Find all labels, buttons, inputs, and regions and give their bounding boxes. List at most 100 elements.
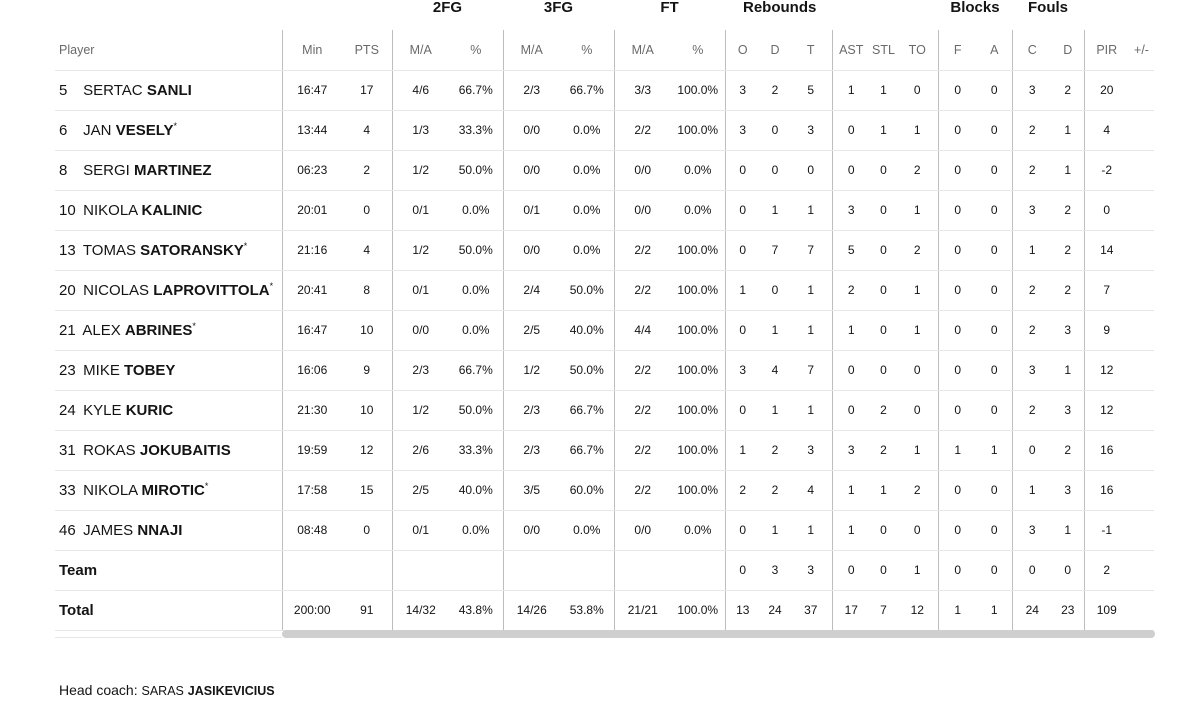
player-cell[interactable]: 10 NIKOLA KALINIC <box>55 190 282 231</box>
stat-total-rebounds: 3 <box>790 430 832 471</box>
stat-off-rebounds: 0 <box>724 550 760 591</box>
stat-ft-made-attempted: 2/2 <box>613 390 671 431</box>
table-row: 33 NIKOLA MIROTIC* 17:58 15 2/5 40.0% 3/5 60.0… <box>55 470 1154 511</box>
column-header-foul-d: D <box>1052 30 1084 71</box>
stat-blocks-against: 0 <box>977 550 1012 591</box>
table-row: 46 JAMES NNAJI 08:48 0 0/1 0.0% 0/0 0.0% 0/0 0.0… <box>55 510 1154 551</box>
stat-3fg-pct: 0.0% <box>560 110 614 151</box>
horizontal-scrollbar[interactable] <box>282 630 1155 638</box>
player-last-name: LAPROVITTOLA <box>153 281 270 299</box>
stat-3fg-pct: 66.7% <box>560 430 614 471</box>
stat-blocks-for: 1 <box>937 590 977 631</box>
group-header-rebounds: Rebounds <box>743 0 817 16</box>
stat-2fg-made-attempted: 14/32 <box>391 590 449 631</box>
stat-minutes: 08:48 <box>281 510 342 551</box>
stat-turnovers: 1 <box>897 430 938 471</box>
player-cell[interactable]: 23 MIKE TOBEY <box>55 350 282 391</box>
stat-blocks-for: 0 <box>937 190 977 231</box>
player-last-name: JOKUBAITIS <box>139 441 231 459</box>
stat-assists: 3 <box>831 430 870 471</box>
stat-ft-made-attempted: 2/2 <box>613 230 671 271</box>
stat-ft-made-attempted <box>613 550 671 591</box>
player-first-name: MIKE <box>83 361 120 379</box>
stat-turnovers: 2 <box>897 470 938 511</box>
player-cell[interactable]: 20 NICOLAS LAPROVITTOLA* <box>55 270 282 311</box>
stat-fouls-drawn: 1 <box>1052 150 1084 191</box>
stat-3fg-pct: 0.0% <box>560 150 614 191</box>
stat-points: 0 <box>342 190 392 231</box>
stat-2fg-made-attempted: 0/0 <box>391 310 449 351</box>
stat-3fg-made-attempted: 0/0 <box>502 230 560 271</box>
stat-blocks-for: 0 <box>937 150 977 191</box>
stat-ft-made-attempted: 2/2 <box>613 350 671 391</box>
player-cell[interactable]: 5 SERTAC SANLI <box>55 70 282 111</box>
stat-minutes: 20:41 <box>281 270 342 311</box>
player-cell[interactable]: 13 TOMAS SATORANSKY* <box>55 230 282 271</box>
stat-pir: 7 <box>1083 270 1129 311</box>
stat-fouls-committed: 2 <box>1011 270 1052 311</box>
stat-fouls-drawn: 1 <box>1052 510 1084 551</box>
boxscore-body: 5 SERTAC SANLI 16:47 17 4/6 66.7% 2/3 66.7% 3/3… <box>55 70 1154 631</box>
stat-blocks-for: 0 <box>937 70 977 111</box>
stat-ft-pct: 100.0% <box>671 390 725 431</box>
column-header-foul-c: C <box>1011 30 1052 71</box>
player-cell[interactable]: 21 ALEX ABRINES* <box>55 310 282 351</box>
player-first-name: SERTAC <box>83 81 143 99</box>
stat-ft-pct: 100.0% <box>671 110 725 151</box>
group-header-3fg: 3FG <box>543 0 574 16</box>
stat-fouls-drawn: 1 <box>1052 350 1084 391</box>
player-cell[interactable]: 8 SERGI MARTINEZ <box>55 150 282 191</box>
stat-2fg-pct: 0.0% <box>449 310 503 351</box>
stat-points: 4 <box>342 110 392 151</box>
stat-pir: 16 <box>1083 470 1129 511</box>
stat-3fg-made-attempted: 1/2 <box>502 350 560 391</box>
stat-minutes: 19:59 <box>281 430 342 471</box>
stat-off-rebounds: 1 <box>724 270 760 311</box>
stat-2fg-pct: 50.0% <box>449 230 503 271</box>
column-header-reb-t: T <box>790 30 832 71</box>
table-bottom-divider <box>55 637 282 638</box>
table-row: 31 ROKAS JOKUBAITIS 19:59 12 2/6 33.3% 2/3 66.… <box>55 430 1154 471</box>
stat-turnovers: 12 <box>897 590 938 631</box>
stat-total-rebounds: 1 <box>790 390 832 431</box>
group-header-blocks: Blocks <box>950 0 1000 16</box>
stat-points: 17 <box>342 70 392 111</box>
player-number: 6 <box>59 121 68 139</box>
starter-marker: * <box>204 480 209 491</box>
column-header-blk-a: A <box>977 30 1012 71</box>
player-number: 8 <box>59 161 68 179</box>
stat-fouls-drawn: 0 <box>1052 550 1084 591</box>
player-cell[interactable]: 31 ROKAS JOKUBAITIS <box>55 430 282 471</box>
player-last-name: KURIC <box>125 401 174 419</box>
stat-assists: 0 <box>831 550 870 591</box>
stat-fouls-committed: 1 <box>1011 470 1052 511</box>
table-row: 5 SERTAC SANLI 16:47 17 4/6 66.7% 2/3 66.7% 3/3… <box>55 70 1154 111</box>
player-cell[interactable]: 6 JAN VESELY* <box>55 110 282 151</box>
stat-def-rebounds: 24 <box>760 590 790 631</box>
player-cell[interactable]: 46 JAMES NNAJI <box>55 510 282 551</box>
stat-ft-pct: 0.0% <box>671 190 725 231</box>
stat-steals: 0 <box>870 270 897 311</box>
stat-minutes: 06:23 <box>281 150 342 191</box>
stat-blocks-against: 1 <box>977 430 1012 471</box>
stat-total-rebounds: 37 <box>790 590 832 631</box>
stat-off-rebounds: 0 <box>724 230 760 271</box>
stat-fouls-committed: 3 <box>1011 350 1052 391</box>
stat-blocks-against: 0 <box>977 230 1012 271</box>
stat-2fg-pct: 40.0% <box>449 470 503 511</box>
stat-pir: 2 <box>1083 550 1129 591</box>
stat-def-rebounds: 1 <box>760 510 790 551</box>
stat-3fg-made-attempted: 0/0 <box>502 110 560 151</box>
table-row: 21 ALEX ABRINES* 16:47 10 0/0 0.0% 2/5 40.0% 4/… <box>55 310 1154 351</box>
stat-2fg-pct: 0.0% <box>449 270 503 311</box>
player-number: 5 <box>59 81 68 99</box>
player-cell[interactable]: 24 KYLE KURIC <box>55 390 282 431</box>
stat-blocks-against: 0 <box>977 310 1012 351</box>
head-coach-first-name: SARAS <box>141 684 184 698</box>
column-header-min: Min <box>281 30 342 71</box>
player-cell[interactable]: 33 NIKOLA MIROTIC* <box>55 470 282 511</box>
column-header-player: Player <box>55 30 282 71</box>
player-number: 13 <box>59 241 76 259</box>
stat-off-rebounds: 13 <box>724 590 760 631</box>
